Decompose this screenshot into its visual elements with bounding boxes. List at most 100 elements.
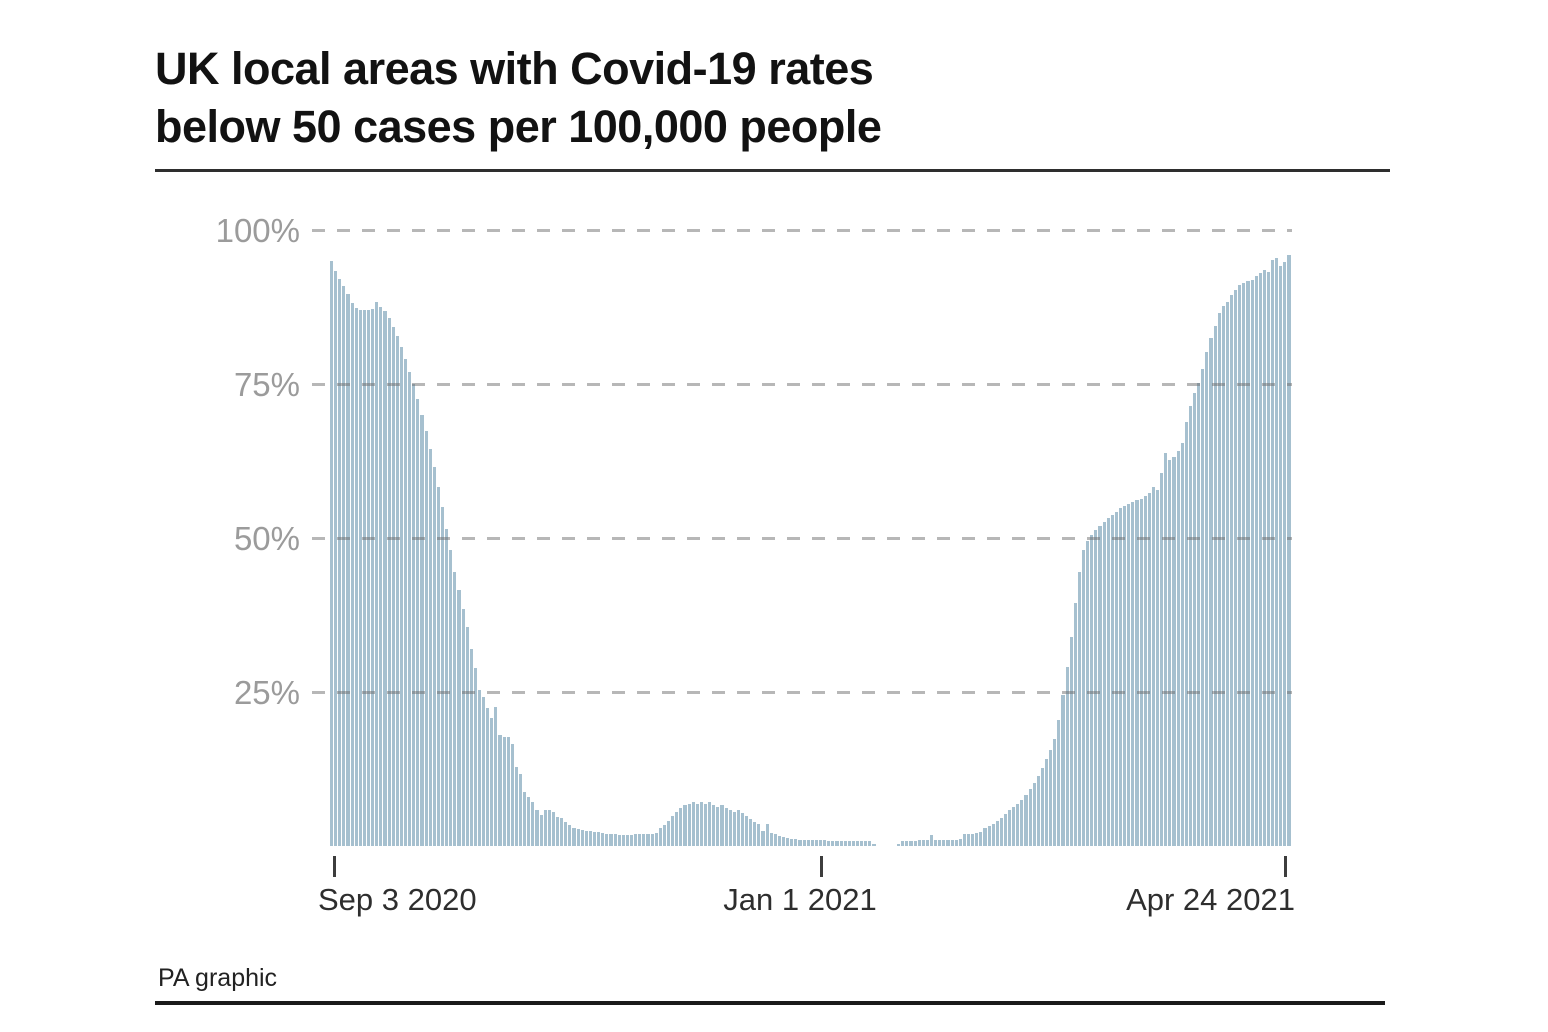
bar [938, 839, 942, 846]
bar [864, 840, 868, 846]
bar [872, 844, 876, 846]
bar [1262, 270, 1266, 846]
bar [1086, 541, 1090, 846]
bar [703, 803, 708, 846]
bar [1151, 486, 1155, 846]
bar [712, 804, 716, 846]
bar [782, 836, 786, 846]
footer-rule [155, 1001, 1385, 1005]
bar [514, 767, 519, 846]
bar [527, 797, 531, 846]
bar [1184, 421, 1188, 846]
bar [613, 834, 617, 846]
bar [642, 834, 646, 846]
bar [473, 668, 477, 846]
bar [494, 706, 498, 846]
bar [646, 833, 650, 846]
bar [1082, 550, 1086, 846]
bar [1094, 530, 1098, 846]
bar [597, 832, 601, 846]
bar [1024, 794, 1028, 846]
y-axis-label-75: 75% [233, 366, 300, 403]
bar [831, 840, 835, 846]
bar [671, 816, 675, 846]
bar [399, 347, 403, 846]
bar [1225, 301, 1229, 846]
bar [593, 831, 597, 846]
bar [519, 773, 523, 846]
x-tick-sep-3-2020 [333, 856, 336, 877]
bar [638, 834, 642, 846]
bar [1176, 450, 1180, 846]
bar [1275, 258, 1279, 846]
bar [1213, 325, 1217, 846]
bar [1049, 749, 1053, 846]
bar [601, 833, 605, 846]
bar [958, 839, 962, 846]
bar [724, 808, 728, 846]
bar [732, 811, 736, 846]
bar [375, 302, 379, 846]
bar [1238, 285, 1242, 846]
bar [436, 486, 440, 846]
bar [1234, 290, 1238, 846]
bar [1016, 804, 1020, 846]
bar [560, 818, 564, 846]
bar [925, 839, 929, 846]
bar [675, 812, 679, 846]
bar [1123, 506, 1127, 846]
bar [539, 815, 543, 846]
gridline-100pct [312, 229, 1292, 232]
bar [843, 840, 847, 846]
bar [358, 310, 362, 846]
bar [634, 834, 638, 846]
bar [366, 309, 371, 846]
bar [975, 833, 979, 846]
bar [1188, 405, 1192, 846]
bar [391, 326, 395, 846]
bar [983, 828, 987, 846]
bar [921, 839, 925, 846]
chart-title-line-2: below 50 cases per 100,000 people [155, 101, 882, 152]
bar [720, 805, 724, 846]
bar [954, 839, 958, 846]
bar-series [330, 230, 1291, 846]
bar [1287, 255, 1291, 846]
bar [1020, 799, 1024, 846]
bar [350, 302, 354, 846]
bar [1012, 807, 1016, 846]
bar [856, 840, 860, 846]
bar [847, 840, 851, 846]
bar [950, 839, 954, 846]
bar [777, 835, 782, 846]
bar [1040, 767, 1045, 846]
bar [609, 834, 613, 846]
bar [334, 271, 338, 846]
bar [946, 839, 950, 846]
bar [917, 839, 921, 846]
bar [428, 448, 432, 846]
bar [568, 825, 572, 846]
bar [1155, 490, 1160, 846]
bar [408, 371, 412, 846]
bar [580, 830, 584, 846]
bar [966, 833, 971, 846]
bar [502, 737, 506, 846]
bar [1197, 383, 1201, 846]
bar [1242, 283, 1246, 846]
bar [617, 834, 621, 846]
bar [897, 844, 901, 846]
bar [1098, 525, 1102, 846]
bar [543, 810, 547, 846]
bar [1147, 493, 1151, 846]
bar [810, 839, 814, 846]
bar [572, 827, 576, 846]
bar [330, 260, 334, 846]
bar [691, 802, 695, 846]
bar [666, 821, 671, 846]
bar [765, 824, 769, 846]
bar [999, 817, 1003, 846]
bar [1090, 534, 1094, 846]
bar [695, 804, 699, 846]
